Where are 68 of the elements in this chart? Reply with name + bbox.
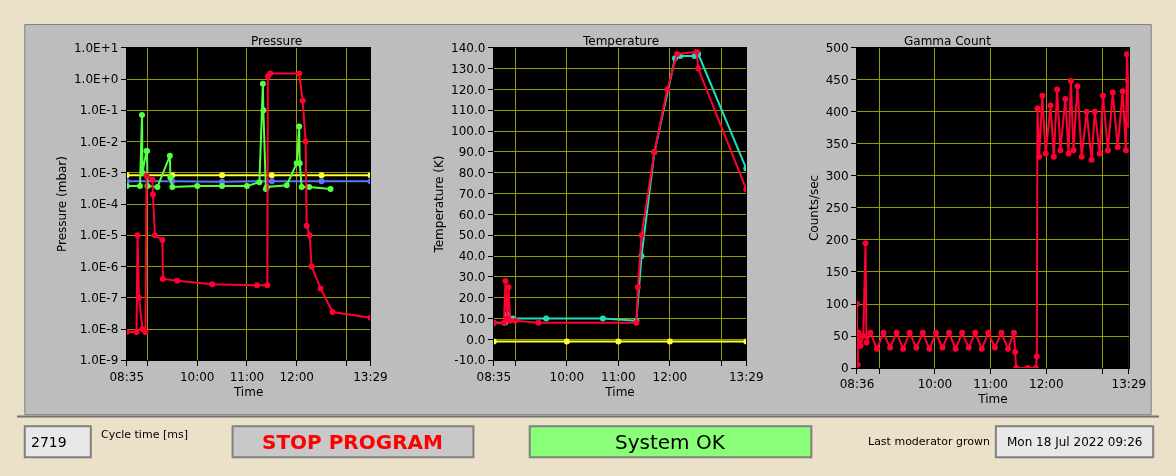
y-tick-label: 1.0E-3 (79, 165, 119, 180)
y-tick-label: 20.0 (458, 290, 486, 305)
x-tick-label: 11:00 (601, 369, 636, 384)
y-tick-label: 1.0E-6 (79, 259, 119, 274)
text: Mon 18 Jul 2022 09:26 (1007, 435, 1143, 449)
y-axis-title: Counts/sec (806, 174, 821, 241)
y-tick-label: 1.0E-1 (79, 103, 119, 118)
x-tick-label: 10:00 (549, 369, 585, 384)
y-tick-label: 400 (825, 105, 849, 120)
x-tick-label: 10:00 (179, 369, 215, 384)
x-tick-label: 13:29 (353, 369, 388, 384)
y-tick-label: 120.0 (451, 82, 486, 97)
y-tick-label: 1.0E-4 (79, 197, 119, 212)
y-tick-label: 450 (825, 72, 849, 87)
x-tick-label: 12:00 (1029, 377, 1064, 392)
y-tick-label: 10.0 (458, 311, 486, 326)
y-tick-label: 60.0 (458, 207, 486, 222)
x-tick-label: 13:29 (1111, 377, 1147, 392)
y-tick-label: 50.0 (458, 228, 486, 243)
x-axis-title: Time (604, 384, 635, 399)
y-tick-label: 140.0 (451, 40, 486, 55)
y-axis-title: Pressure (mbar) (55, 156, 70, 253)
y-tick-label: 1.0E+1 (73, 40, 119, 55)
chart-title: Temperature (582, 34, 660, 48)
text: Last moderator grown (868, 435, 990, 448)
y-axis-title: Temperature (K) (432, 155, 447, 254)
y-tick-label: 80.0 (458, 165, 486, 180)
text: STOP PROGRAM (262, 430, 443, 454)
y-tick-label: 250 (825, 201, 849, 216)
x-tick-label: 11:00 (973, 377, 1008, 392)
x-tick-label: 08:35 (476, 369, 512, 384)
y-tick-label: 130.0 (451, 61, 486, 76)
y-tick-label: 90.0 (458, 145, 486, 160)
x-tick-label: 12:00 (279, 369, 314, 384)
y-tick-label: 110.0 (451, 103, 486, 118)
y-tick-label: 70.0 (458, 186, 486, 201)
y-tick-label: 300 (825, 169, 849, 184)
y-tick-label: 500 (825, 40, 849, 55)
x-tick-label: 13:29 (728, 369, 764, 384)
x-tick-label: 10:00 (917, 377, 953, 392)
text: Cycle time [ms] (101, 428, 188, 441)
y-tick-label: 150 (825, 265, 849, 280)
y-tick-label: 200 (825, 233, 849, 248)
y-tick-label: 100 (825, 297, 849, 312)
y-tick-label: 0 (840, 361, 849, 376)
y-tick-label: 30.0 (458, 270, 486, 285)
y-tick-label: 50 (833, 329, 849, 344)
x-axis-title: Time (232, 384, 264, 399)
y-tick-label: 1.0E-8 (79, 322, 119, 337)
x-axis-title: Time (977, 392, 1008, 407)
chart-title: Pressure (251, 34, 303, 48)
x-tick-label: 12:00 (652, 369, 688, 384)
x-tick-label: 11:00 (229, 369, 265, 384)
y-tick-label: 1.0E-7 (79, 290, 119, 305)
x-tick-label: 08:36 (839, 377, 875, 392)
y-tick-label: 1.0E-9 (79, 353, 119, 368)
chart-title: Gamma Count (904, 34, 992, 48)
y-tick-label: 1.0E-2 (79, 134, 119, 149)
y-tick-label: 1.0E-5 (79, 228, 119, 243)
y-tick-label: 0.0 (466, 332, 486, 347)
y-tick-label: 1.0E+0 (73, 72, 119, 87)
text: 2719 (31, 434, 67, 450)
y-tick-label: 100.0 (451, 124, 486, 139)
y-tick-label: 40.0 (458, 249, 486, 264)
x-tick-label: 08:35 (109, 369, 145, 384)
y-tick-label: 350 (825, 137, 849, 152)
y-tick-label: -10.0 (454, 353, 486, 368)
text: System OK (615, 430, 726, 454)
